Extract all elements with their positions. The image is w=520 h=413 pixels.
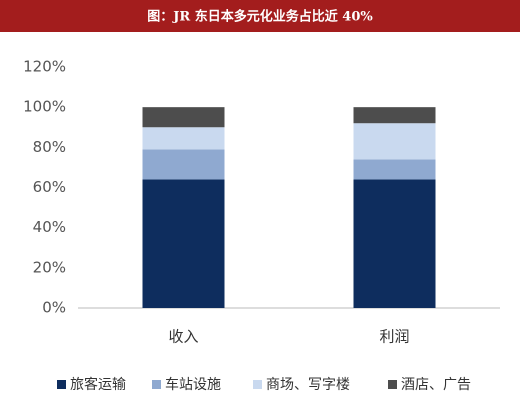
legend-swatch — [57, 380, 66, 389]
legend-label: 商场、写字楼 — [266, 377, 350, 393]
bar-segment — [353, 159, 436, 180]
y-tick-label: 40% — [33, 218, 66, 236]
y-tick-label: 120% — [23, 58, 66, 76]
y-tick-label: 80% — [33, 138, 66, 156]
legend-label: 酒店、广告 — [401, 377, 471, 393]
y-tick-label: 60% — [33, 178, 66, 196]
bar-segment — [353, 107, 436, 124]
chart-title: 图：JR 东日本多元化业务占比近 40% — [147, 9, 373, 25]
y-tick-label: 0% — [42, 299, 66, 317]
bar-segment — [142, 107, 225, 128]
y-tick-label: 20% — [33, 258, 66, 276]
x-tick-label: 利润 — [379, 328, 409, 346]
legend-swatch — [253, 380, 262, 389]
bar-segment — [142, 149, 225, 180]
legend-label: 旅客运输 — [70, 376, 126, 393]
bar-segment — [142, 127, 225, 150]
x-tick-label: 收入 — [168, 328, 198, 346]
legend-swatch — [152, 380, 161, 389]
y-tick-label: 100% — [23, 98, 66, 116]
bar-segment — [353, 123, 436, 160]
bar-segment — [353, 179, 436, 308]
title-banner — [0, 0, 520, 32]
bar-segment — [142, 179, 225, 308]
legend-label: 车站设施 — [165, 376, 221, 393]
legend-swatch — [388, 380, 397, 389]
